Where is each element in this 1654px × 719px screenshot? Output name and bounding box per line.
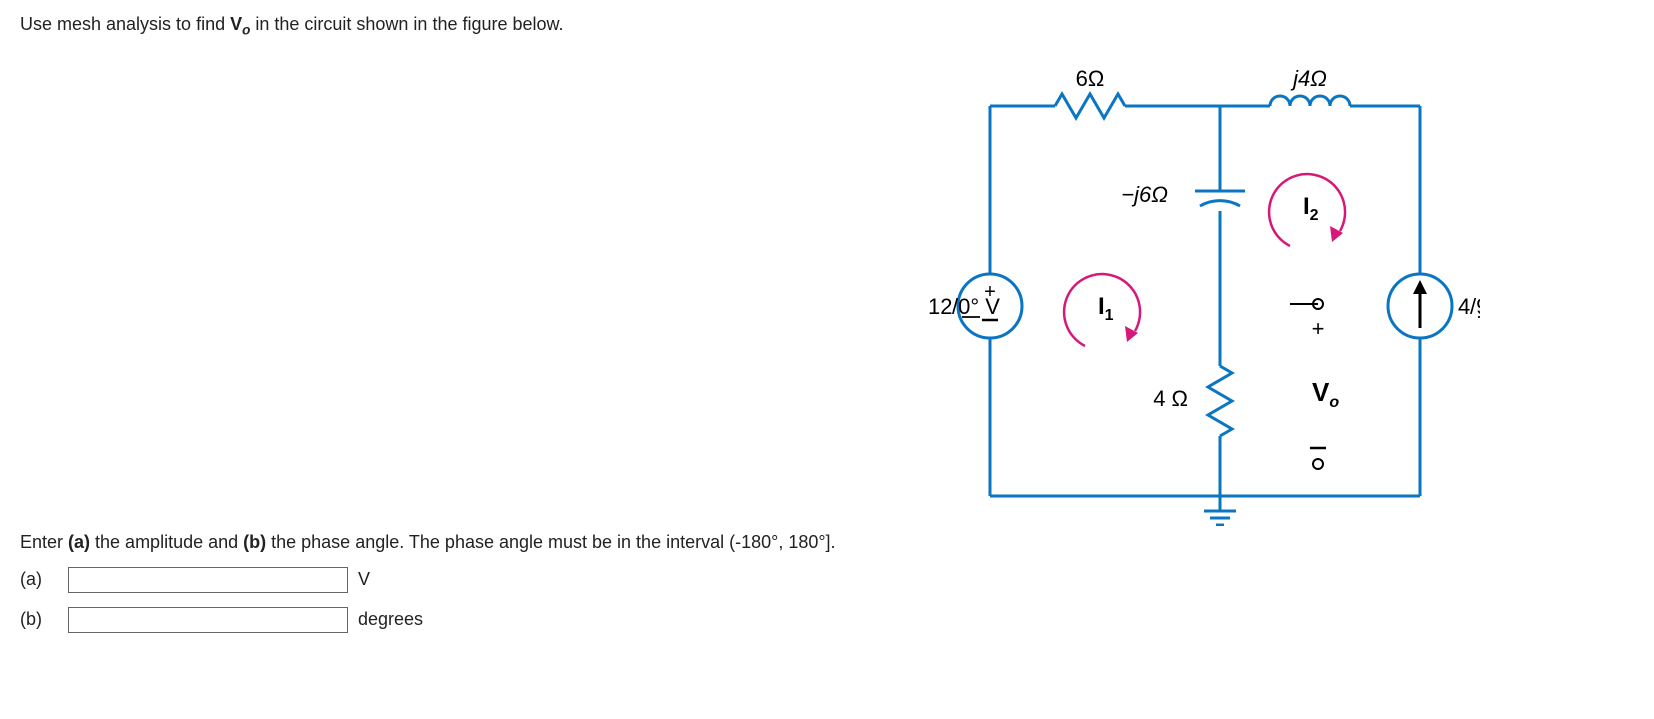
question-text: Use mesh analysis to find Vo in the circ… bbox=[20, 14, 1634, 38]
svg-text:−j6Ω: −j6Ω bbox=[1121, 182, 1168, 207]
amplitude-input[interactable] bbox=[68, 567, 348, 593]
answer-row-b: (b) degrees bbox=[20, 607, 1634, 633]
instr-prefix: Enter bbox=[20, 532, 68, 552]
answer-b-unit: degrees bbox=[358, 609, 423, 630]
instruction-text: Enter (a) the amplitude and (b) the phas… bbox=[20, 532, 1634, 553]
answer-a-unit: V bbox=[358, 569, 370, 590]
svg-text:/0° V: /0° V bbox=[952, 294, 1000, 319]
answer-row-a: (a) V bbox=[20, 567, 1634, 593]
svg-text:+: + bbox=[1312, 316, 1325, 341]
svg-text:4 Ω: 4 Ω bbox=[1153, 386, 1188, 411]
instr-b: (b) bbox=[243, 532, 266, 552]
instr-mid1: the amplitude and bbox=[90, 532, 243, 552]
answer-a-label: (a) bbox=[20, 569, 68, 590]
svg-text:4: 4 bbox=[1458, 294, 1470, 319]
question-suffix: in the circuit shown in the figure below… bbox=[250, 14, 563, 34]
svg-text:6Ω: 6Ω bbox=[1076, 66, 1105, 91]
svg-text:Vo: Vo bbox=[1312, 377, 1339, 411]
instr-a: (a) bbox=[68, 532, 90, 552]
phase-input[interactable] bbox=[68, 607, 348, 633]
svg-text:I1: I1 bbox=[1098, 293, 1114, 324]
circuit-diagram: + 6Ω j4Ω −j6Ω bbox=[920, 46, 1480, 526]
question-prefix: Use mesh analysis to find bbox=[20, 14, 230, 34]
answer-b-label: (b) bbox=[20, 609, 68, 630]
svg-text:j4Ω: j4Ω bbox=[1290, 66, 1327, 91]
svg-text:I2: I2 bbox=[1303, 193, 1319, 224]
instr-mid2: the phase angle. The phase angle must be… bbox=[266, 532, 835, 552]
svg-text:/90° A: /90° A bbox=[1470, 294, 1480, 319]
question-symbol: V bbox=[230, 14, 242, 34]
svg-text:12: 12 bbox=[928, 294, 952, 319]
